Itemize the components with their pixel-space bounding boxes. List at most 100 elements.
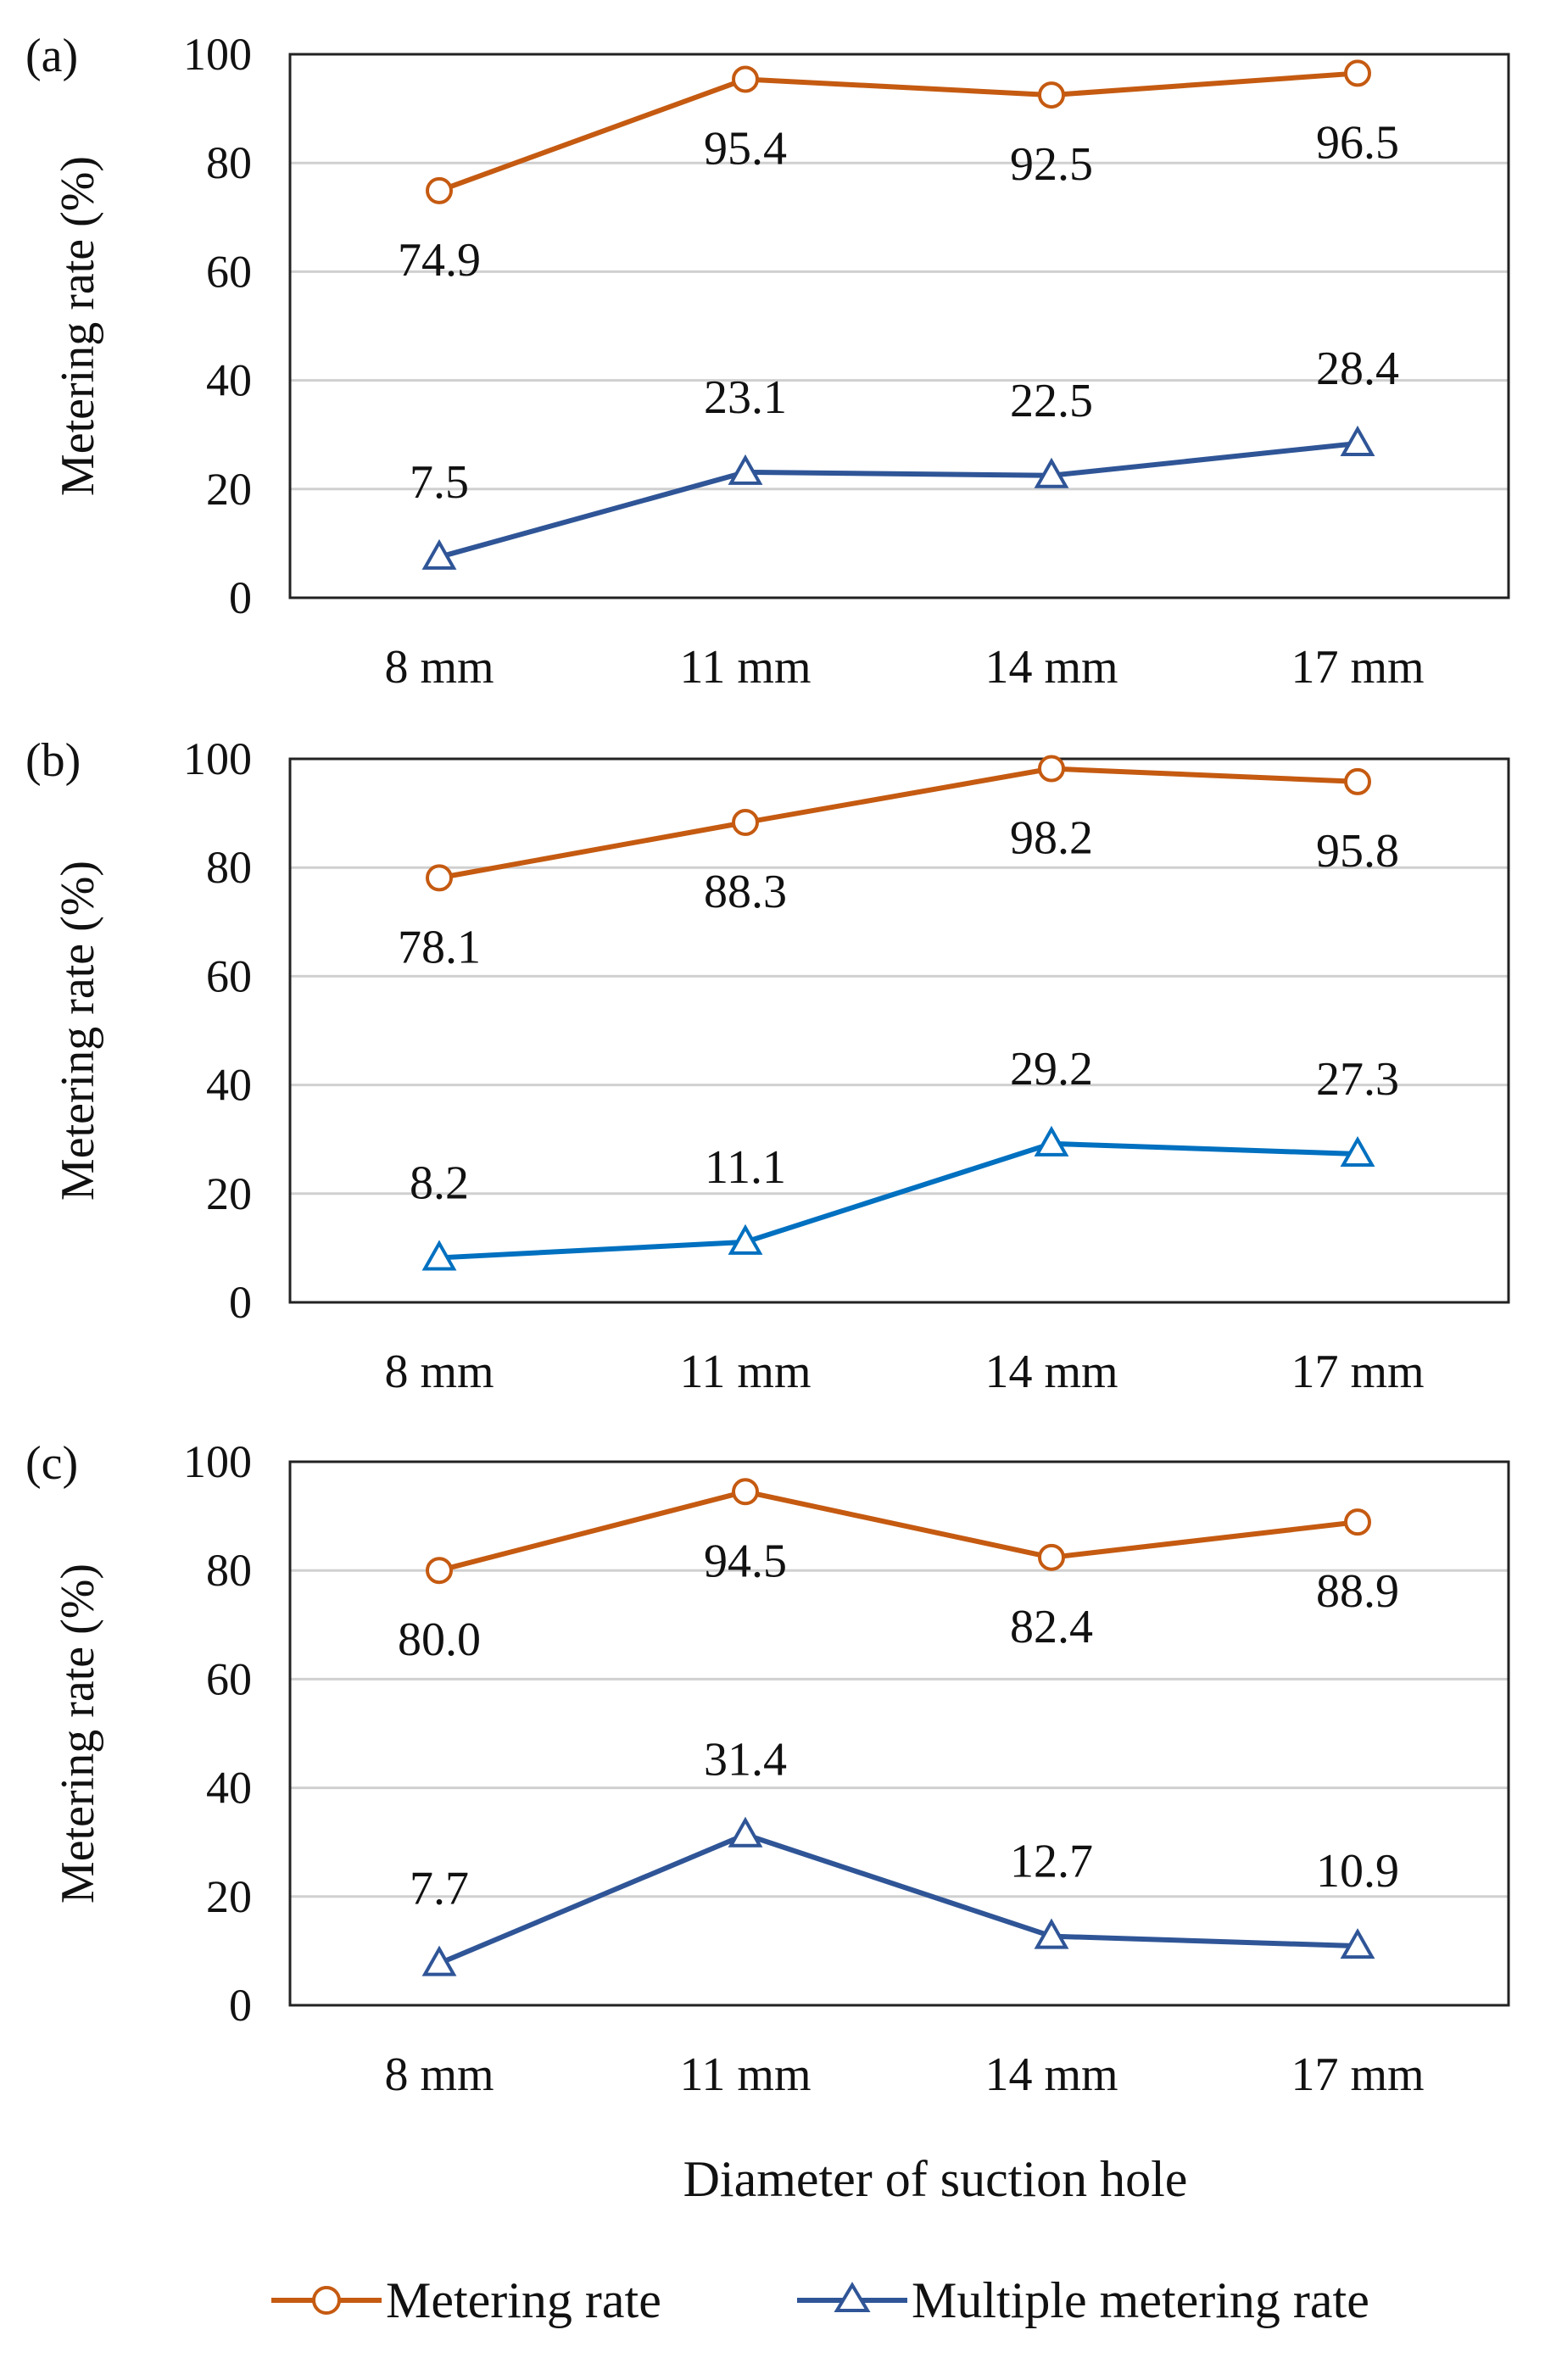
x-tick-label: 17 mm [1291,2048,1424,2101]
series-line-multiple [438,1140,1358,1261]
x-tick-label: 14 mm [984,641,1118,694]
legend-multiple-marker [834,2282,871,2312]
y-tick-label: 0 [229,1980,252,2031]
multiple-point [421,1945,457,1976]
data-label: 11.1 [705,1141,786,1194]
metering-point [1344,1508,1371,1536]
x-tick-label: 14 mm [984,2048,1118,2101]
multiple-point [1034,457,1069,488]
data-label: 98.2 [1010,812,1093,865]
y-tick-label: 100 [183,1436,252,1487]
data-label: 7.5 [410,456,469,509]
legend: Metering rate Multiple metering rate [271,2272,1369,2328]
y-tick-label: 20 [206,464,252,515]
multiple-point [1034,1918,1069,1949]
series-line-metering [438,70,1358,193]
multiple-point [1340,1928,1375,1959]
data-label: 95.4 [704,122,787,175]
multiple-point [728,1816,763,1848]
metering-point [1344,59,1371,87]
data-label: 12.7 [1010,1836,1093,1888]
data-label: 23.1 [704,371,787,424]
data-label: 88.9 [1316,1565,1399,1618]
x-tick-label: 11 mm [679,641,811,694]
x-axis-label: Diameter of suction hole [683,2151,1188,2207]
y-tick-label: 60 [206,1653,252,1704]
data-label: 28.4 [1316,343,1399,395]
data-label: 31.4 [704,1734,787,1786]
y-axis-label: Metering rate (%) [52,1563,104,1903]
multiple-point [1340,425,1375,456]
data-label: 82.4 [1010,1601,1093,1653]
data-label: 88.3 [704,866,787,918]
x-tick-label: 11 mm [679,1346,811,1398]
y-tick-label: 40 [206,1763,252,1814]
legend-metering-marker [312,2286,341,2315]
data-label: 95.8 [1316,825,1399,878]
series-line-metering [438,766,1358,881]
plot-frame [288,757,1510,1304]
panel-b: 0 20 40 60 80 100 (b) Metering rate (%) 8 mm 11 m… [25,733,1510,1398]
metering-point [426,176,453,204]
legend-metering-label: Metering rate [386,2272,661,2328]
plot-frame [288,1460,1510,2007]
metering-point [426,864,453,892]
metering-point [426,1557,453,1585]
y-tick-label: 100 [183,29,252,80]
panel-c: 0 20 40 60 80 100 (c) Metering rate (%) 8 mm 11 m… [25,1436,1510,2101]
x-tick-label: 8 mm [384,2048,494,2101]
metering-point [732,1478,759,1506]
data-label: 27.3 [1316,1053,1399,1106]
y-tick-label: 100 [183,733,252,784]
plot-frame [288,53,1510,599]
x-tick-label: 8 mm [384,1346,494,1398]
multiple-point [728,1223,763,1255]
x-tick-label: 11 mm [679,2048,811,2101]
y-tick-label: 60 [206,246,252,297]
metering-point [732,65,759,93]
x-tick-label: 17 mm [1291,641,1424,694]
legend-multiple-label: Multiple metering rate [912,2272,1369,2328]
y-tick-label: 0 [229,572,252,623]
y-tick-label: 80 [206,137,252,188]
y-tick-label: 40 [206,355,252,406]
x-tick-label: 8 mm [384,641,494,694]
y-tick-label: 80 [206,1545,252,1596]
series-line-multiple [438,440,1358,560]
multiple-point [421,538,457,570]
y-tick-label: 40 [206,1060,252,1111]
y-axis-label: Metering rate (%) [52,861,104,1201]
series-line-multiple [438,1831,1358,1966]
y-tick-label: 60 [206,950,252,1001]
y-tick-label: 20 [206,1871,252,1922]
panel-label: (a) [25,30,78,82]
data-label: 78.1 [398,921,481,973]
metering-point [1038,81,1065,109]
data-label: 22.5 [1010,375,1093,427]
multiple-point [421,1240,457,1271]
metering-point [732,808,759,836]
data-label: 74.9 [398,234,481,287]
data-label: 94.5 [704,1535,787,1587]
metering-point [1344,767,1371,795]
data-label: 8.2 [410,1157,469,1209]
y-tick-label: 80 [206,842,252,893]
multiple-point [1034,1125,1069,1157]
y-tick-label: 0 [229,1277,252,1328]
data-label: 96.5 [1316,116,1399,169]
panel-label: (b) [25,734,81,787]
data-label: 80.0 [398,1614,481,1666]
series-line-metering [438,1489,1358,1574]
data-label: 7.7 [410,1863,469,1915]
panel-a: 0 20 40 60 80 100 (a) Metering rate (%) 8 mm 11 m… [25,29,1510,694]
multiple-point [728,454,763,485]
x-tick-label: 17 mm [1291,1346,1424,1398]
metering-point [1038,755,1065,783]
y-tick-label: 20 [206,1168,252,1219]
data-label: 29.2 [1010,1043,1093,1095]
x-tick-label: 14 mm [984,1346,1118,1398]
metering-point [1038,1543,1065,1571]
multiple-point [1340,1135,1375,1168]
data-label: 92.5 [1010,138,1093,191]
